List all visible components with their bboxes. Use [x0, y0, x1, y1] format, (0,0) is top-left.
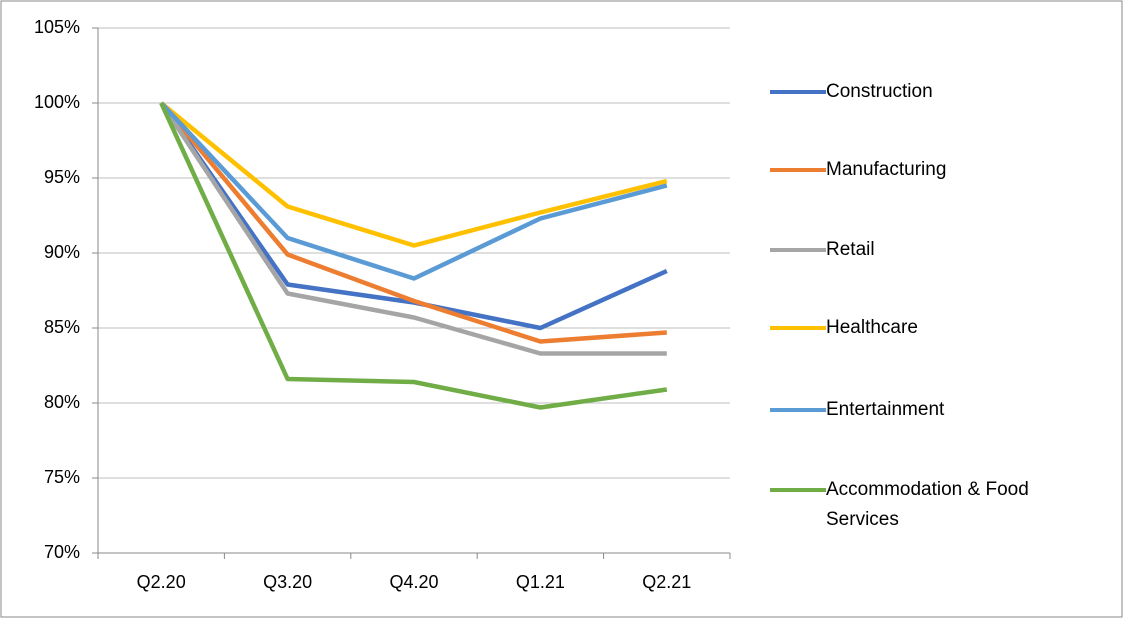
- legend-swatch: [770, 488, 826, 492]
- y-tick-label: 100%: [34, 92, 80, 112]
- legend-swatch: [770, 168, 826, 172]
- series-line: [159, 101, 668, 281]
- x-tick-label: Q2.21: [642, 572, 691, 592]
- legend-label: Manufacturing: [826, 159, 947, 180]
- legend-label: Retail: [826, 239, 875, 260]
- y-tick-label: 85%: [44, 317, 80, 337]
- legend-item: Healthcare: [770, 313, 1106, 343]
- legend-item: Construction: [770, 77, 1106, 107]
- series-line: [159, 101, 667, 344]
- series-line: [159, 101, 668, 248]
- legend-item: Manufacturing: [770, 155, 1106, 185]
- legend-label: Healthcare: [826, 317, 918, 338]
- series-line: [159, 102, 668, 410]
- legend-item: Entertainment: [770, 395, 1106, 425]
- y-tick-label: 90%: [44, 242, 80, 262]
- legend-item: Retail: [770, 235, 1106, 265]
- legend-label: Construction: [826, 81, 933, 102]
- legend-swatch: [770, 326, 826, 330]
- series-line: [159, 101, 667, 356]
- legend-swatch: [770, 408, 826, 412]
- y-tick-label: 70%: [44, 542, 80, 562]
- x-tick-label: Q3.20: [263, 572, 312, 592]
- x-tick-label: Q2.20: [137, 572, 186, 592]
- legend-item: Accommodation & Food Services: [770, 475, 1106, 535]
- y-tick-label: 105%: [34, 17, 80, 37]
- legend-label: Entertainment: [826, 399, 945, 420]
- y-tick-label: 80%: [44, 392, 80, 412]
- y-tick-label: 95%: [44, 167, 80, 187]
- legend-label: Accommodation & Food Services: [826, 479, 1029, 530]
- x-tick-label: Q4.20: [389, 572, 438, 592]
- y-tick-label: 75%: [44, 467, 80, 487]
- legend-swatch: [770, 248, 826, 252]
- x-tick-label: Q1.21: [516, 572, 565, 592]
- legend-swatch: [770, 90, 826, 94]
